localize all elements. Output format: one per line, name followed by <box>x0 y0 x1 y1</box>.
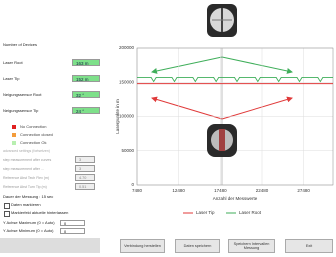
x-tick-label: 7480 <box>132 188 143 193</box>
y-tick-label: 150000 <box>119 79 135 84</box>
x-axis-label: Anzahl der Messwerte <box>213 196 258 201</box>
y-axis-label: Laserpunkte in m <box>115 99 120 134</box>
top-sensor-icon <box>207 4 237 37</box>
button[interactable]: Verbindung herstellen <box>120 239 165 253</box>
button[interactable]: Speichern Intervallen Messung <box>228 239 275 253</box>
button[interactable]: Exit <box>285 239 333 253</box>
button[interactable]: Daten speichern <box>175 239 220 253</box>
x-tick-label: 17480 <box>214 188 227 193</box>
legend-label: Laser Root <box>239 210 262 215</box>
x-tick-label: 22480 <box>256 188 269 193</box>
app: Number of DevicesLaser Root163 mLaser Ti… <box>0 0 336 257</box>
y-tick-label: 100000 <box>119 114 135 119</box>
chart: 0 50000 100000 150000 200000 7480 12480 17480 22… <box>0 0 336 257</box>
center-sensor-icon <box>207 124 237 157</box>
y-tick-label: 200000 <box>119 45 135 50</box>
legend-label: Laser Tip <box>196 210 215 215</box>
x-tick-label: 12480 <box>172 188 185 193</box>
x-tick-label: 27480 <box>297 188 310 193</box>
y-tick-label: 0 <box>131 182 134 187</box>
y-tick-label: 50000 <box>121 148 134 153</box>
